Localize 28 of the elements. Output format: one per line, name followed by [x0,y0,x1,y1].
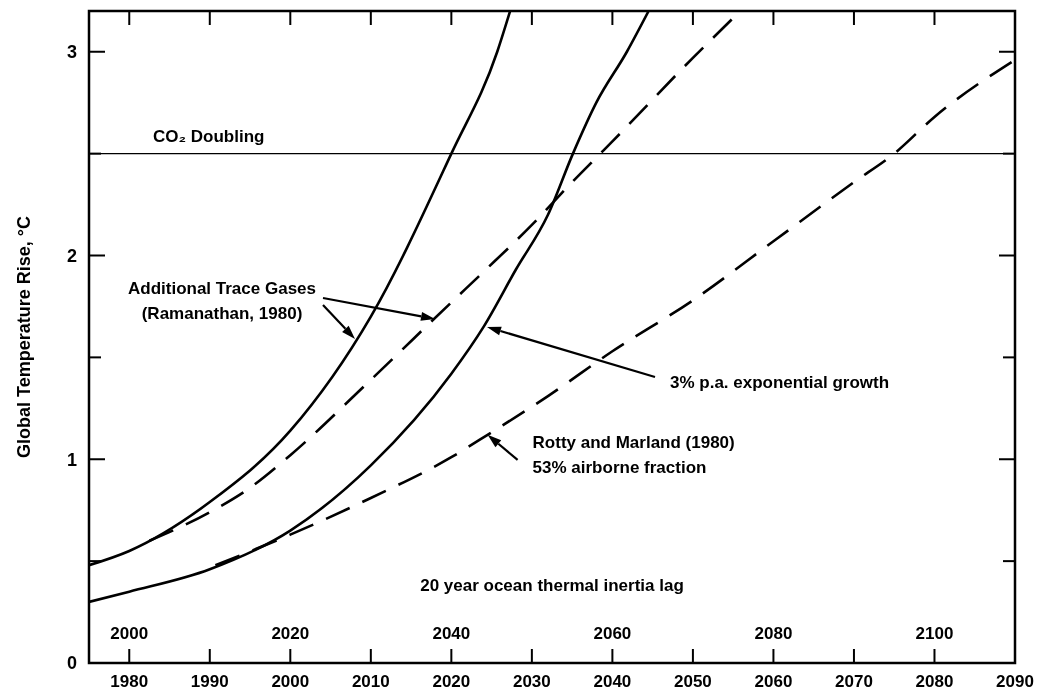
x-tick-label: 2020 [432,672,471,691]
x-tick-label: 2000 [271,672,310,691]
x2-tick-label: 2060 [593,624,632,643]
y-axis-title: Global Temperature Rise, °C [14,216,34,458]
x-tick-label: 2050 [674,672,712,691]
annotation: Additional Trace Gases (Ramanathan, 1980) [127,279,317,323]
y-tick-label: 0 [66,653,77,674]
x-tick-label: 2060 [754,672,793,691]
x-tick-label: 2030 [512,672,551,691]
x-tick-label: 2010 [351,672,390,691]
y-tick-label: 2 [66,245,77,266]
y-tick-label: 1 [66,449,77,470]
x2-tick-label: 2040 [432,624,471,643]
x2-tick-label: 2000 [110,624,149,643]
x-tick-label: 2040 [593,672,632,691]
x2-axis-title: 20 year ocean thermal inertia lag [420,576,684,595]
x-tick-label: 2090 [996,672,1034,691]
x2-tick-label: 2080 [754,624,793,643]
x2-tick-label: 2020 [271,624,310,643]
annotation: Rotty and Marland (1980) 53% airborne fraction [532,432,735,477]
annotation: 3% p.a. exponential growth [670,373,890,392]
ref-line-label: CO₂ Doubling [153,126,265,146]
x-tick-label: 2080 [915,672,954,691]
y-tick-label: 3 [66,42,77,63]
x2-tick-label: 2100 [915,624,954,643]
x-tick-label: 1990 [190,672,229,691]
x-tick-label: 1980 [110,672,149,691]
x-tick-label: 2070 [835,672,873,691]
